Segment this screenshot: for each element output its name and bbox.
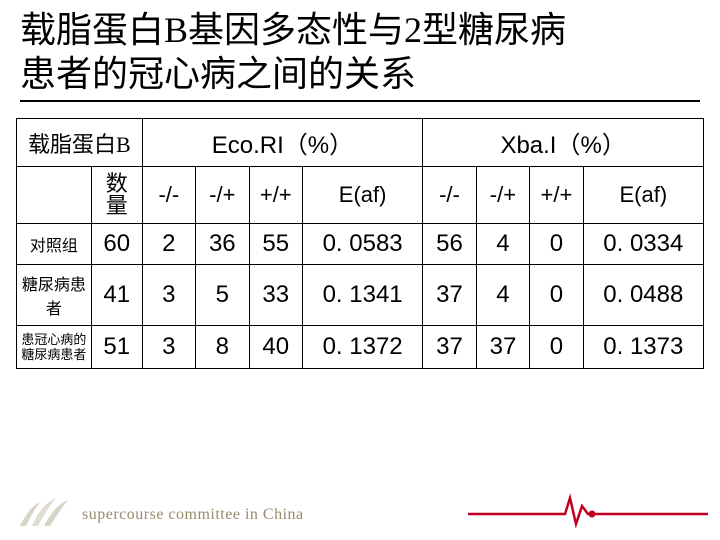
col-e1-pp: +/+	[249, 167, 302, 224]
row1-e1mp: 5	[196, 265, 249, 326]
row0-e2pp: 0	[530, 224, 583, 265]
header-row-1: 载脂蛋白B Eco.RI（%） Xba.I（%）	[17, 119, 704, 167]
row0-e1mm: 2	[142, 224, 195, 265]
row2-e2mp: 37	[476, 326, 529, 369]
row0-n: 60	[91, 224, 142, 265]
slide-title: 载脂蛋白B基因多态性与2型糖尿病 患者的冠心病之间的关系	[20, 8, 700, 102]
data-table: 载脂蛋白B Eco.RI（%） Xba.I（%） 数量 -/- -/+ +/+ …	[16, 118, 704, 369]
row1-label: 糖尿病患者	[17, 265, 92, 326]
col-e1-eaf: E(af)	[302, 167, 422, 224]
row2-e1pp: 40	[249, 326, 302, 369]
row1-e1mm: 3	[142, 265, 195, 326]
row0-e2mp: 4	[476, 224, 529, 265]
title-line2: 患者的冠心病之间的关系	[20, 54, 416, 94]
row1-e2eaf: 0. 0488	[583, 265, 703, 326]
row2-e1eaf: 0. 1372	[302, 326, 422, 369]
col-e1-mp: -/+	[196, 167, 249, 224]
row0-label: 对照组	[17, 224, 92, 265]
row2-e1mp: 8	[196, 326, 249, 369]
corner-label: 载脂蛋白B	[17, 119, 143, 167]
row2-label: 患冠心病的糖尿病患者	[17, 326, 92, 369]
ecg-icon	[468, 492, 708, 528]
enzyme1-header: Eco.RI（%）	[142, 119, 423, 167]
row1-e1eaf: 0. 1341	[302, 265, 422, 326]
row2-e2mm: 37	[423, 326, 476, 369]
row1-e2mm: 37	[423, 265, 476, 326]
row2-n: 51	[91, 326, 142, 369]
row2-e2pp: 0	[530, 326, 583, 369]
table-row: 糖尿病患者 41 3 5 33 0. 1341 37 4 0 0. 0488	[17, 265, 704, 326]
empty-cell	[17, 167, 92, 224]
enzyme2-header: Xba.I（%）	[423, 119, 704, 167]
row0-e1pp: 55	[249, 224, 302, 265]
row0-e1eaf: 0. 0583	[302, 224, 422, 265]
data-table-container: 载脂蛋白B Eco.RI（%） Xba.I（%） 数量 -/- -/+ +/+ …	[16, 118, 704, 369]
table-row: 对照组 60 2 36 55 0. 0583 56 4 0 0. 0334	[17, 224, 704, 265]
col-n: 数量	[91, 167, 142, 224]
row1-n: 41	[91, 265, 142, 326]
col-e2-eaf: E(af)	[583, 167, 703, 224]
footer-text: supercourse committee in China	[82, 506, 304, 524]
col-e2-mm: -/-	[423, 167, 476, 224]
row0-e2eaf: 0. 0334	[583, 224, 703, 265]
row1-e2mp: 4	[476, 265, 529, 326]
row1-e1pp: 33	[249, 265, 302, 326]
logo-icon	[12, 492, 72, 532]
title-line1: 载脂蛋白B基因多态性与2型糖尿病	[20, 10, 566, 50]
row0-e1mp: 36	[196, 224, 249, 265]
col-e2-mp: -/+	[476, 167, 529, 224]
col-e2-pp: +/+	[530, 167, 583, 224]
slide: 载脂蛋白B基因多态性与2型糖尿病 患者的冠心病之间的关系 载脂蛋白B Eco.R…	[0, 0, 720, 540]
row2-e1mm: 3	[142, 326, 195, 369]
col-e1-mm: -/-	[142, 167, 195, 224]
row0-e2mm: 56	[423, 224, 476, 265]
row1-e2pp: 0	[530, 265, 583, 326]
table-row: 患冠心病的糖尿病患者 51 3 8 40 0. 1372 37 37 0 0. …	[17, 326, 704, 369]
row2-e2eaf: 0. 1373	[583, 326, 703, 369]
header-row-2: 数量 -/- -/+ +/+ E(af) -/- -/+ +/+ E(af)	[17, 167, 704, 224]
footer: supercourse committee in China	[0, 492, 720, 534]
